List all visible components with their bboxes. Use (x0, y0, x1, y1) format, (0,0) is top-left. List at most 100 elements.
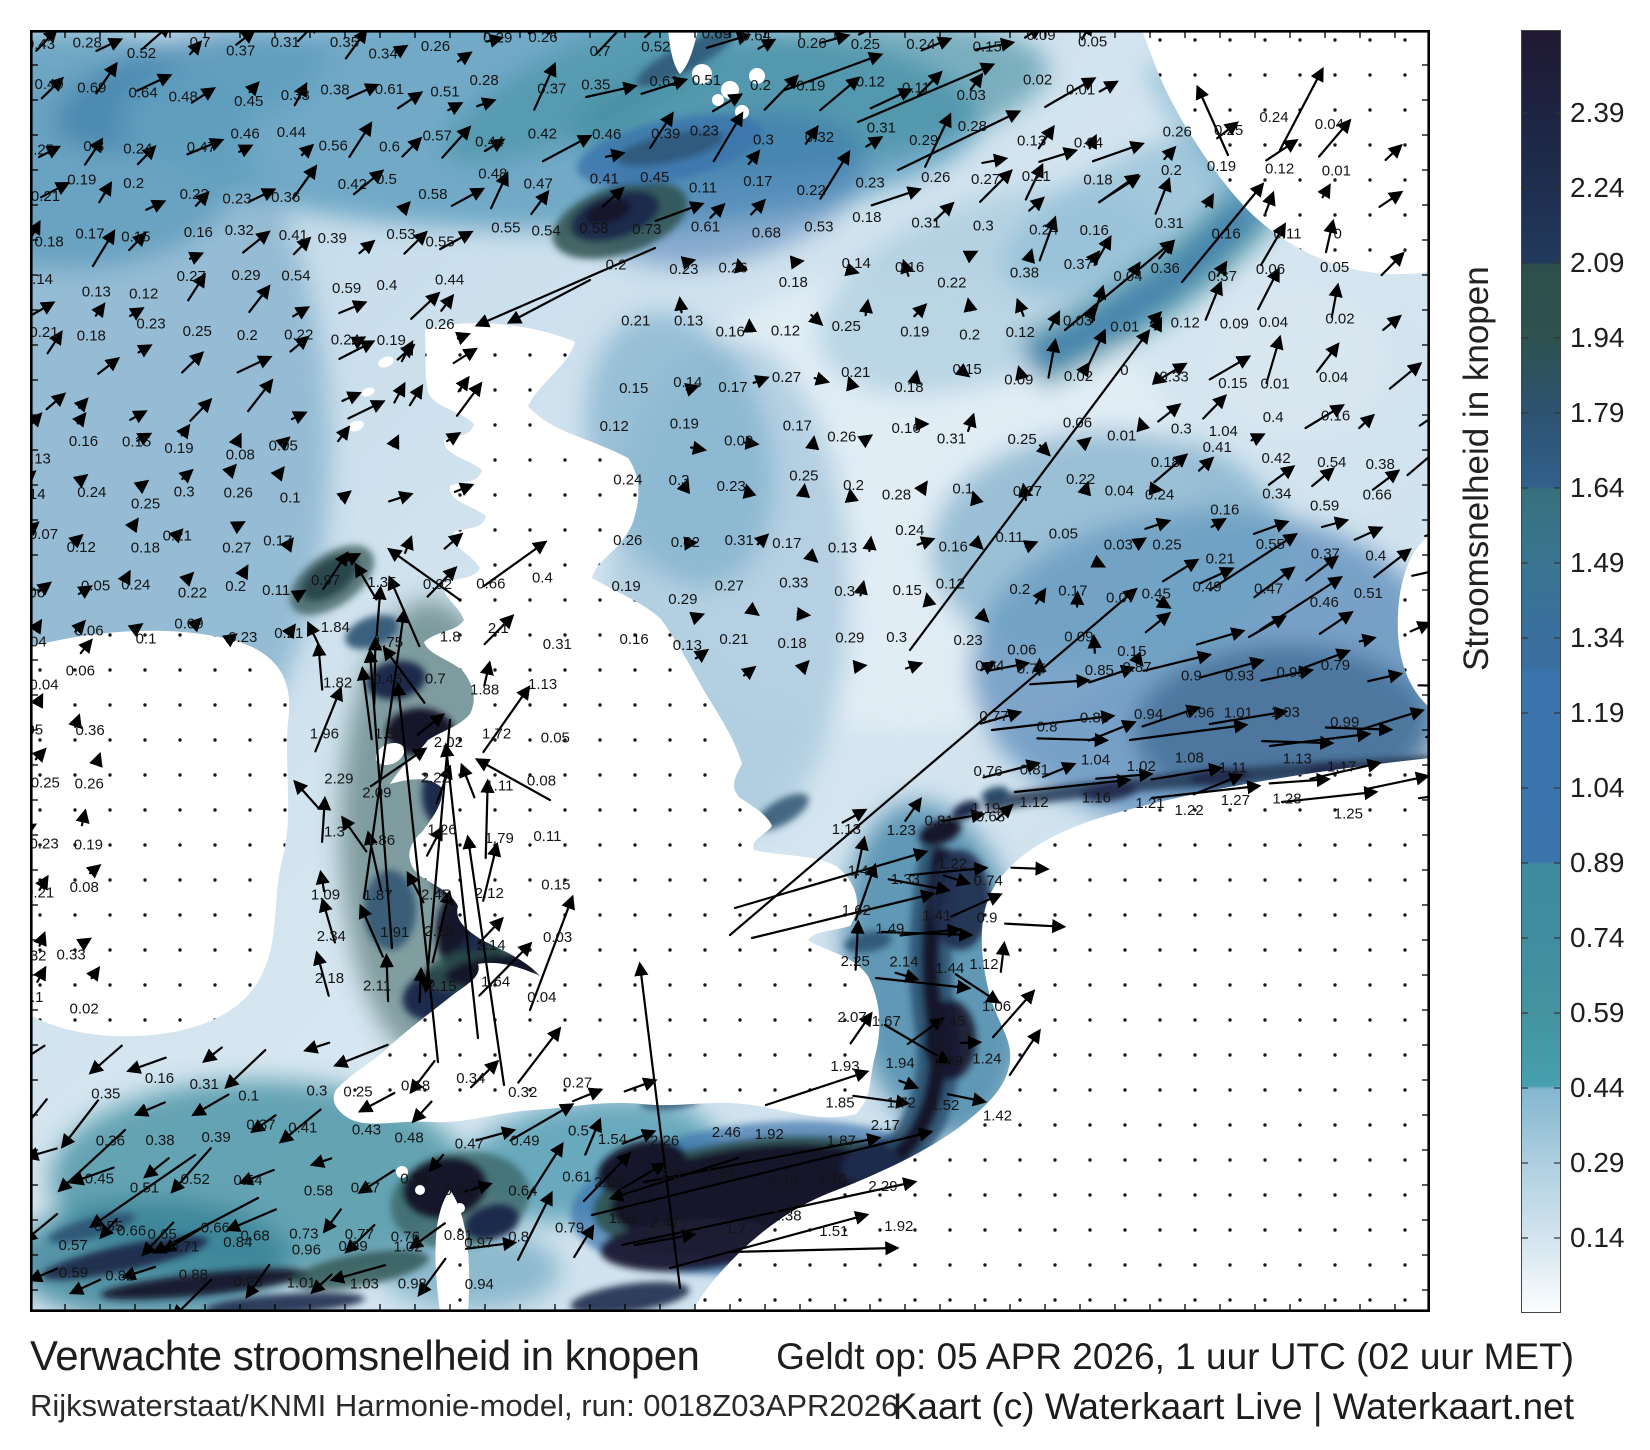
speed-value-label: 0.16 (895, 259, 924, 276)
speed-value-label: 1.21 (1135, 795, 1164, 812)
current-arrow (310, 1273, 333, 1295)
speed-value-label: 0.16 (1080, 222, 1109, 239)
speed-value-label: 0.79 (555, 1219, 584, 1236)
current-arrow (1378, 190, 1404, 208)
current-arrow (995, 803, 1014, 821)
speed-value-label: 0.85 (1085, 662, 1114, 679)
speed-value-label: 0.32 (225, 222, 254, 239)
speed-value-label: 1.8 (440, 629, 461, 646)
speed-value-label: 0.52 (181, 1171, 210, 1188)
speed-value-label: 0.3 (669, 472, 690, 489)
current-arrow (425, 825, 443, 857)
speed-value-label: 0.34 (368, 45, 397, 62)
speed-value-label: 0.12 (771, 322, 800, 339)
current-arrow (1323, 218, 1338, 254)
speed-value-label: 0.06 (74, 622, 103, 639)
current-arrow (245, 1263, 271, 1299)
speed-value-label: 0.2 (1161, 162, 1182, 179)
current-arrow (734, 258, 748, 274)
speed-value-label: 0.07 (30, 526, 58, 543)
current-arrow (1267, 465, 1296, 486)
speed-value-label: 0.95 (1276, 664, 1305, 681)
current-arrow (439, 230, 474, 251)
current-arrow (462, 834, 506, 1087)
current-arrow (1367, 669, 1404, 684)
speed-value-label: 1.11 (485, 778, 513, 795)
current-arrow (804, 124, 819, 145)
speed-value-label: 0.16 (1211, 225, 1240, 242)
current-arrow (386, 434, 400, 451)
colorbar-tick-label: 1.49 (1570, 547, 1625, 578)
speed-value-label: 0.93 (233, 1273, 262, 1290)
speed-value-label: 1.28 (1272, 791, 1301, 808)
speed-value-label: 0.32 (30, 948, 47, 965)
speed-value-label: 1.69 (934, 1053, 963, 1070)
current-arrow (292, 306, 311, 320)
current-arrow (1259, 222, 1287, 267)
speed-value-label: 0.01 (1322, 163, 1351, 180)
speed-value-label: 1.42 (983, 1108, 1012, 1125)
current-arrow (292, 164, 318, 200)
current-arrow (693, 648, 710, 663)
speed-value-label: 0.38 (145, 1132, 174, 1149)
current-arrow (819, 31, 851, 46)
current-arrow (136, 344, 153, 358)
speed-value-label: 0.73 (632, 221, 661, 238)
speed-value-label: 1.62 (842, 902, 871, 919)
current-arrow (416, 713, 446, 736)
current-arrow (1153, 453, 1189, 484)
current-arrow (247, 378, 274, 413)
current-arrow (789, 255, 805, 270)
speed-value-label: 2.18 (315, 970, 344, 987)
current-arrow (344, 1223, 376, 1254)
current-arrow (417, 1257, 447, 1297)
current-arrow (1028, 673, 1091, 689)
speed-value-label: 0.41 (288, 1120, 317, 1137)
speed-value-label: 0.52 (641, 39, 670, 56)
speed-value-label: 1.92 (884, 1218, 913, 1235)
speed-value-label: 0.31 (271, 34, 300, 51)
current-arrow (71, 619, 86, 636)
speed-value-label: 0.25 (789, 468, 818, 485)
current-arrow (281, 623, 296, 640)
current-arrow (322, 1208, 342, 1234)
speed-value-label: 0.09 (1004, 372, 1033, 389)
speed-value-label: 2.23 (424, 923, 453, 940)
colorbar-tick-label: 0.14 (1570, 1222, 1625, 1253)
speed-value-label: 0.59 (332, 280, 361, 297)
current-arrow (1003, 918, 1067, 934)
current-arrow (85, 863, 102, 879)
current-arrow (228, 432, 242, 449)
speed-value-label: 1.82 (323, 675, 352, 692)
speed-value-label: 0.26 (528, 30, 557, 46)
current-arrow (1041, 761, 1077, 779)
current-arrow (1373, 548, 1412, 579)
speed-value-label: 0.32 (508, 1084, 537, 1101)
speed-value-label: 0.46 (373, 671, 402, 688)
current-arrow (350, 336, 367, 350)
current-arrow (1382, 314, 1402, 331)
speed-value-label: 0.18 (401, 1077, 430, 1094)
land-layer (30, 30, 1430, 1312)
current-arrow (922, 592, 937, 608)
current-arrow (1136, 416, 1151, 433)
current-arrow (362, 608, 410, 900)
speed-value-label: 0.06 (1063, 415, 1092, 432)
current-arrow (979, 708, 1023, 725)
current-arrow (338, 300, 368, 315)
current-arrow (684, 383, 700, 397)
current-arrow (483, 614, 515, 646)
speed-value-label: 0.28 (469, 72, 498, 89)
current-arrow (1024, 162, 1044, 201)
current-arrow (336, 490, 352, 505)
current-arrow (584, 81, 638, 99)
current-arrow (352, 169, 385, 196)
current-arrow (136, 145, 157, 166)
current-arrow (117, 569, 131, 586)
current-arrow (315, 869, 330, 893)
current-arrow (141, 30, 172, 50)
current-arrow (1087, 720, 1137, 742)
speed-value-label: 0.09 (174, 616, 203, 633)
current-arrow (338, 340, 376, 360)
speed-value-label: 2.29 (868, 1178, 897, 1195)
